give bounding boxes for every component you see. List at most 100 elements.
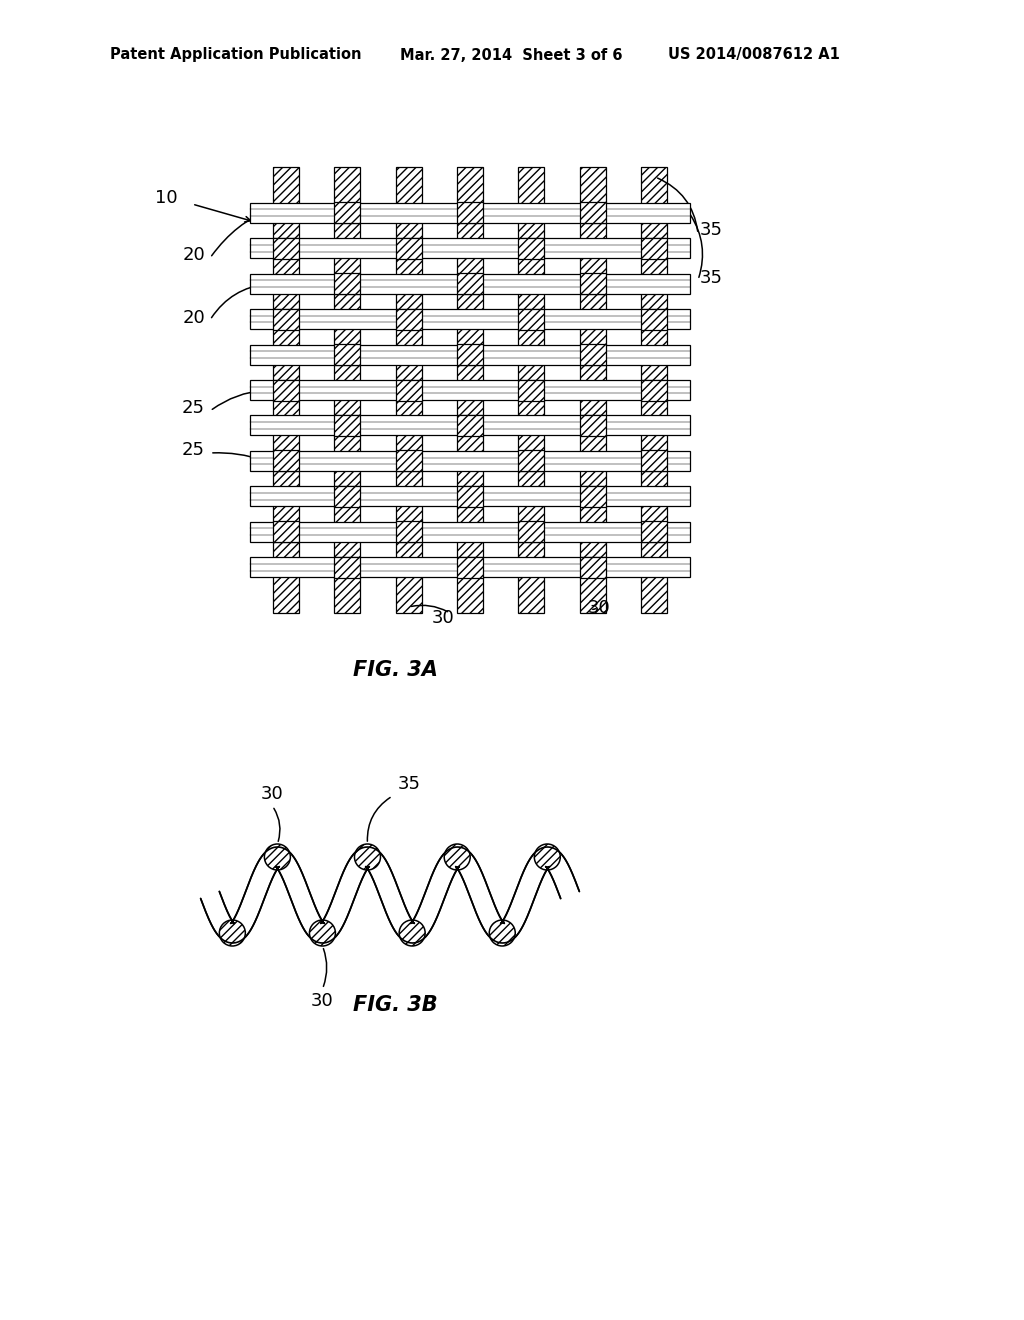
Bar bbox=[580, 557, 606, 578]
Bar bbox=[395, 238, 422, 259]
Bar bbox=[641, 238, 668, 259]
Text: 30: 30 bbox=[432, 609, 455, 627]
Bar bbox=[580, 486, 606, 507]
Bar bbox=[395, 380, 422, 400]
Circle shape bbox=[354, 843, 381, 870]
Bar bbox=[395, 521, 422, 543]
Bar bbox=[457, 273, 483, 294]
Circle shape bbox=[264, 843, 291, 870]
Circle shape bbox=[489, 920, 515, 946]
Circle shape bbox=[399, 920, 425, 946]
Bar bbox=[334, 486, 360, 507]
Bar bbox=[250, 451, 690, 471]
Circle shape bbox=[219, 920, 246, 946]
Bar bbox=[395, 450, 422, 471]
Bar bbox=[272, 521, 299, 543]
Bar bbox=[334, 345, 360, 366]
Bar bbox=[250, 238, 690, 259]
Bar bbox=[395, 168, 422, 612]
Bar bbox=[334, 168, 360, 612]
Text: Mar. 27, 2014  Sheet 3 of 6: Mar. 27, 2014 Sheet 3 of 6 bbox=[400, 48, 623, 62]
Bar bbox=[272, 309, 299, 330]
Bar bbox=[334, 345, 360, 366]
Text: 35: 35 bbox=[700, 269, 723, 286]
Bar bbox=[334, 557, 360, 578]
Bar bbox=[518, 309, 545, 330]
Text: 10: 10 bbox=[156, 189, 178, 207]
Bar bbox=[518, 450, 545, 471]
Bar bbox=[334, 414, 360, 436]
Bar bbox=[272, 380, 299, 400]
Bar bbox=[641, 309, 668, 330]
Bar bbox=[250, 345, 690, 364]
Bar bbox=[457, 414, 483, 436]
Bar bbox=[580, 557, 606, 578]
Bar bbox=[580, 345, 606, 366]
Bar bbox=[250, 309, 690, 329]
Text: 20: 20 bbox=[182, 246, 205, 264]
Bar bbox=[272, 238, 299, 259]
Bar bbox=[518, 380, 545, 400]
Bar bbox=[334, 273, 360, 294]
Text: 30: 30 bbox=[311, 993, 334, 1010]
Bar bbox=[334, 486, 360, 507]
Text: 25: 25 bbox=[182, 399, 205, 417]
Bar bbox=[334, 202, 360, 223]
Bar bbox=[457, 486, 483, 507]
Bar bbox=[457, 414, 483, 436]
Bar bbox=[580, 486, 606, 507]
Bar bbox=[580, 168, 606, 612]
Text: 20: 20 bbox=[182, 309, 205, 327]
Bar bbox=[580, 202, 606, 223]
Bar bbox=[395, 309, 422, 330]
Circle shape bbox=[444, 843, 470, 870]
Bar bbox=[250, 273, 690, 293]
Bar bbox=[457, 202, 483, 223]
Bar bbox=[518, 521, 545, 543]
Bar bbox=[580, 414, 606, 436]
Bar bbox=[250, 521, 690, 541]
Bar bbox=[272, 380, 299, 400]
Bar bbox=[518, 450, 545, 471]
Bar bbox=[334, 557, 360, 578]
Bar bbox=[272, 238, 299, 259]
Text: US 2014/0087612 A1: US 2014/0087612 A1 bbox=[668, 48, 840, 62]
Bar bbox=[272, 168, 299, 612]
Bar bbox=[250, 416, 690, 436]
Bar bbox=[457, 273, 483, 294]
Bar bbox=[395, 168, 422, 612]
Bar bbox=[272, 450, 299, 471]
Text: FIG. 3B: FIG. 3B bbox=[352, 995, 437, 1015]
Bar bbox=[395, 309, 422, 330]
Bar bbox=[272, 450, 299, 471]
Bar bbox=[641, 450, 668, 471]
Bar bbox=[518, 168, 545, 612]
Bar bbox=[395, 238, 422, 259]
Bar bbox=[272, 521, 299, 543]
Bar bbox=[641, 521, 668, 543]
Bar bbox=[518, 521, 545, 543]
Bar bbox=[580, 168, 606, 612]
Bar bbox=[580, 273, 606, 294]
Bar bbox=[457, 345, 483, 366]
Circle shape bbox=[309, 920, 336, 946]
Text: FIG. 3A: FIG. 3A bbox=[352, 660, 437, 680]
Bar bbox=[641, 521, 668, 543]
Bar bbox=[334, 414, 360, 436]
Bar bbox=[250, 486, 690, 507]
Bar bbox=[334, 273, 360, 294]
Bar bbox=[395, 450, 422, 471]
Bar bbox=[457, 345, 483, 366]
Text: 35: 35 bbox=[397, 775, 421, 793]
Text: 25: 25 bbox=[182, 441, 205, 459]
Bar bbox=[518, 238, 545, 259]
Bar bbox=[641, 238, 668, 259]
Bar bbox=[334, 168, 360, 612]
Bar bbox=[457, 557, 483, 578]
Bar bbox=[250, 557, 690, 577]
Text: 30: 30 bbox=[588, 599, 610, 616]
Bar bbox=[457, 557, 483, 578]
Text: Patent Application Publication: Patent Application Publication bbox=[110, 48, 361, 62]
Bar bbox=[334, 202, 360, 223]
Bar bbox=[580, 202, 606, 223]
